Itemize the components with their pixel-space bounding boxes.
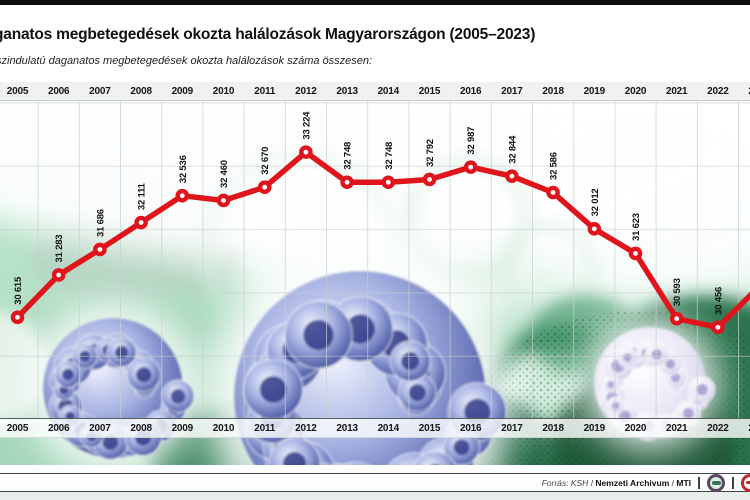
source-credit: Forrás: KSH / Nemzeti Archivum / MTI <box>541 477 691 488</box>
data-point-marker <box>134 215 148 230</box>
data-point-marker <box>628 246 643 261</box>
year-label: 2016 <box>459 422 482 434</box>
value-label: 32 987 <box>466 127 477 155</box>
source-prefix: Forrás: KSH <box>541 477 589 488</box>
year-label: 2009 <box>171 422 194 434</box>
year-label: 2011 <box>254 85 276 97</box>
year-label: 2005 <box>6 422 29 434</box>
value-label: 32 460 <box>219 160 230 188</box>
year-label: 2008 <box>130 85 152 97</box>
year-label: 2010 <box>212 85 235 97</box>
year-label: 2010 <box>212 422 235 434</box>
year-label: 2017 <box>501 85 523 97</box>
data-point-marker <box>340 175 354 190</box>
header: ganatos megbetegedések okozta halálozáso… <box>0 5 750 82</box>
mti-logo <box>741 473 750 492</box>
footer-separator <box>698 476 700 489</box>
mtva-logo <box>707 473 725 492</box>
year-label: 2022 <box>707 85 729 97</box>
year-label: 2021 <box>665 85 688 97</box>
data-point-marker <box>669 311 684 326</box>
cell-cluster <box>206 243 514 465</box>
footer-separator <box>732 476 734 489</box>
data-point-marker <box>546 185 560 200</box>
year-label: 2005 <box>6 85 29 97</box>
year-label: 2007 <box>89 422 111 434</box>
year-label: 2011 <box>254 422 276 434</box>
year-label: 2013 <box>336 422 358 434</box>
year-label: 2020 <box>624 85 647 97</box>
value-label: 32 111 <box>137 182 148 210</box>
chart-plot-area: 30 615 31 283 31 686 32 111 32 536 32 460 32 6… <box>0 101 750 465</box>
value-label: 33 224 <box>301 111 312 140</box>
value-label: 32 792 <box>425 139 436 167</box>
value-label: 32 748 <box>384 142 395 170</box>
value-label: 31 686 <box>95 209 106 237</box>
year-label: 2009 <box>171 85 194 97</box>
source-mti: MTI <box>676 477 691 488</box>
page-title: ganatos megbetegedések okozta halálozáso… <box>0 26 536 43</box>
year-label: 2007 <box>89 85 111 97</box>
year-label: 2015 <box>418 422 441 434</box>
data-point-marker <box>422 172 437 187</box>
value-label: 31 623 <box>631 213 642 241</box>
year-label: 2014 <box>377 85 400 97</box>
data-point-marker <box>505 169 519 183</box>
footer: Forrás: KSH / Nemzeti Archivum / MTI <box>0 473 750 492</box>
value-label: 30 593 <box>672 278 683 306</box>
year-label: 2013 <box>336 85 358 97</box>
x-axis-bottom: 2005 2006 2007 2008 2009 2010 2011 2012 2013 2014… <box>0 418 750 438</box>
data-point-marker <box>257 180 272 194</box>
data-point-marker <box>711 320 725 335</box>
year-label: 2018 <box>542 85 564 97</box>
value-label: 32 844 <box>507 135 518 164</box>
top-black-bar <box>0 0 750 5</box>
data-point-marker <box>381 175 396 190</box>
value-label: 32 536 <box>178 155 189 183</box>
cell-cluster <box>581 314 719 452</box>
year-label: 2019 <box>583 422 606 434</box>
value-label: 32 012 <box>590 188 601 216</box>
year-label: 2018 <box>542 422 564 434</box>
year-label: 2014 <box>377 422 400 434</box>
year-label: 2006 <box>47 85 70 97</box>
year-label: 2015 <box>418 85 441 97</box>
data-point-marker <box>299 145 313 159</box>
year-label: 2019 <box>583 85 606 97</box>
value-label: 32 748 <box>343 142 354 170</box>
data-point-marker <box>10 310 25 325</box>
year-label: 2012 <box>295 85 317 97</box>
page-subtitle: szindulatú daganatos megbetegedések okoz… <box>0 55 373 67</box>
year-label: 2022 <box>707 422 729 434</box>
year-label: 2023 <box>748 419 750 437</box>
value-label: 30 456 <box>713 287 724 315</box>
year-label: 2021 <box>665 422 688 434</box>
value-label: 31 283 <box>54 235 65 263</box>
data-point-marker <box>216 193 231 208</box>
year-label: 2006 <box>47 422 70 434</box>
x-axis-top: 2005 2006 2007 2008 2009 2010 2011 2012 2013 2014… <box>0 82 750 101</box>
data-point-marker <box>463 160 478 174</box>
value-label: 32 670 <box>260 147 271 175</box>
data-point-marker <box>93 242 107 257</box>
year-label: 2008 <box>130 422 152 434</box>
year-label: 2012 <box>295 422 317 434</box>
year-label: 2020 <box>624 422 647 434</box>
source-archive: Nemzeti Archivum <box>595 477 670 488</box>
year-label: 2017 <box>501 422 523 434</box>
year-label: 2016 <box>459 85 482 97</box>
bottom-strip <box>0 492 750 500</box>
chart-canvas: 30 615 31 283 31 686 32 111 32 536 32 460 32 6… <box>0 101 750 418</box>
data-point-marker <box>175 188 190 203</box>
data-point-marker <box>51 268 66 282</box>
year-label: 2023 <box>748 82 750 100</box>
data-point-marker <box>587 222 602 236</box>
value-label: 32 586 <box>549 152 560 180</box>
value-label: 30 615 <box>13 276 24 305</box>
